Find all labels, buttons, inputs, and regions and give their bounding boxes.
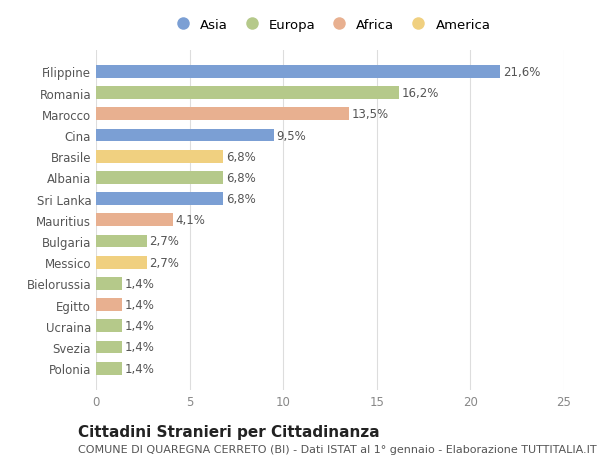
- Text: 2,7%: 2,7%: [149, 235, 179, 248]
- Text: 16,2%: 16,2%: [402, 87, 439, 100]
- Bar: [96, 108, 349, 121]
- Bar: [96, 235, 146, 248]
- Bar: [96, 256, 146, 269]
- Bar: [96, 362, 122, 375]
- Bar: [96, 298, 122, 311]
- Bar: [96, 172, 223, 185]
- Text: 4,1%: 4,1%: [176, 214, 205, 227]
- Text: 1,4%: 1,4%: [125, 298, 155, 311]
- Bar: [96, 214, 173, 227]
- Text: 1,4%: 1,4%: [125, 319, 155, 333]
- Text: 6,8%: 6,8%: [226, 193, 256, 206]
- Bar: [96, 129, 274, 142]
- Bar: [96, 151, 223, 163]
- Text: 9,5%: 9,5%: [277, 129, 307, 142]
- Legend: Asia, Europa, Africa, America: Asia, Europa, Africa, America: [167, 17, 493, 34]
- Bar: [96, 277, 122, 290]
- Bar: [96, 341, 122, 353]
- Text: 6,8%: 6,8%: [226, 151, 256, 163]
- Text: 6,8%: 6,8%: [226, 172, 256, 185]
- Bar: [96, 193, 223, 206]
- Bar: [96, 87, 399, 100]
- Text: 13,5%: 13,5%: [352, 108, 389, 121]
- Text: Cittadini Stranieri per Cittadinanza: Cittadini Stranieri per Cittadinanza: [78, 425, 380, 440]
- Text: 1,4%: 1,4%: [125, 362, 155, 375]
- Text: 2,7%: 2,7%: [149, 256, 179, 269]
- Bar: [96, 66, 500, 78]
- Text: COMUNE DI QUAREGNA CERRETO (BI) - Dati ISTAT al 1° gennaio - Elaborazione TUTTIT: COMUNE DI QUAREGNA CERRETO (BI) - Dati I…: [78, 444, 596, 454]
- Text: 21,6%: 21,6%: [503, 66, 541, 79]
- Text: 1,4%: 1,4%: [125, 277, 155, 290]
- Bar: [96, 320, 122, 332]
- Text: 1,4%: 1,4%: [125, 341, 155, 354]
